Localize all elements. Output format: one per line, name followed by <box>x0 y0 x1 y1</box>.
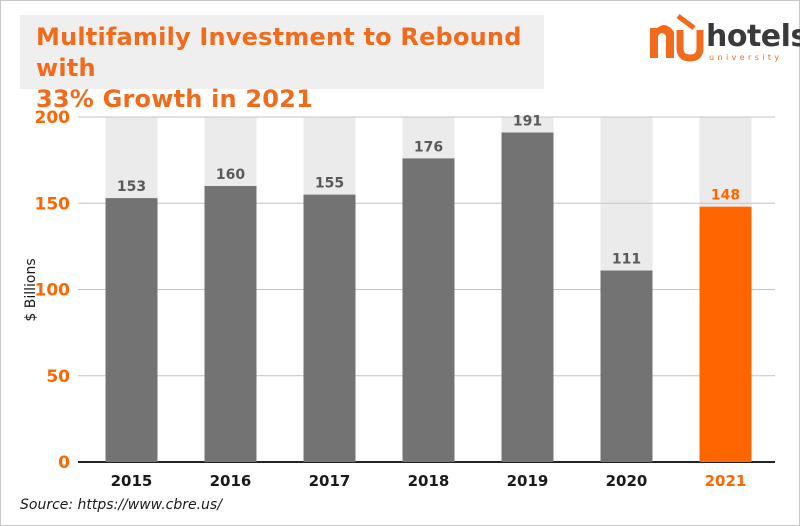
data-label-2016: 160 <box>216 167 245 183</box>
data-label-2017: 155 <box>315 176 344 192</box>
data-label-2021: 148 <box>711 188 740 204</box>
bar-2021 <box>699 206 752 462</box>
x-tick-label-2018: 2018 <box>408 472 450 490</box>
data-label-2020: 111 <box>612 252 641 268</box>
data-label-2015: 153 <box>117 179 146 195</box>
logo-subtext: university <box>709 53 783 62</box>
data-label-2019: 191 <box>513 114 542 130</box>
bar-2017 <box>303 194 356 462</box>
data-label-2018: 176 <box>414 139 443 155</box>
x-tick-label-2015: 2015 <box>111 472 153 490</box>
y-tick-label-50: 50 <box>46 367 70 387</box>
bar-2016 <box>204 186 257 462</box>
chart-title: Multifamily Investment to Rebound with 3… <box>36 22 544 115</box>
y-tick-label-100: 100 <box>35 281 71 301</box>
logo-mark-icon <box>650 14 704 62</box>
title-box: Multifamily Investment to Rebound with 3… <box>20 15 544 113</box>
source-note: Source: https://www.cbre.us/ <box>20 497 222 513</box>
bar-2015 <box>105 198 158 462</box>
chart-title-line-1: Multifamily Investment to Rebound with <box>36 23 522 82</box>
bar-2019 <box>501 132 554 462</box>
x-tick-label-2016: 2016 <box>210 472 252 490</box>
x-tick-label-2019: 2019 <box>507 472 549 490</box>
x-tick-label-2017: 2017 <box>309 472 351 490</box>
x-tick-label-2021: 2021 <box>705 472 747 490</box>
x-tick-label-2020: 2020 <box>606 472 648 490</box>
bar-2020 <box>600 270 653 462</box>
y-tick-label-150: 150 <box>35 194 71 214</box>
y-axis-label: $ Billions <box>23 258 39 321</box>
bar-2018 <box>402 158 455 462</box>
chart-title-line-2: 33% Growth in 2021 <box>36 85 313 113</box>
logo-word: hotels <box>706 19 800 54</box>
hotels-university-logo: hotels university <box>648 14 800 70</box>
y-tick-label-0: 0 <box>58 453 70 473</box>
y-tick-label-200: 200 <box>35 108 71 128</box>
